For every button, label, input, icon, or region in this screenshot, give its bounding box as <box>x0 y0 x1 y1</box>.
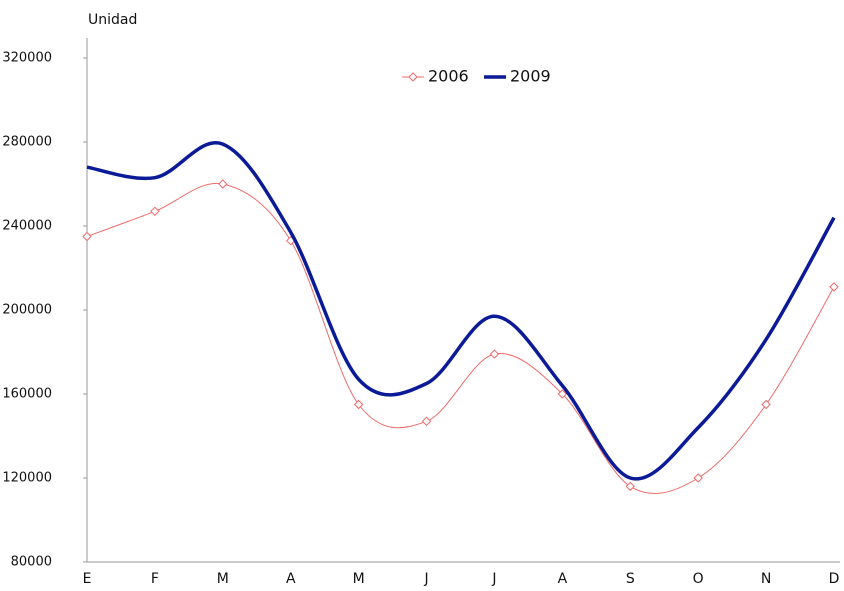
legend-label: 2009 <box>510 67 551 86</box>
legend-label: 2006 <box>428 67 469 86</box>
x-tick-label: D <box>829 571 840 587</box>
y-tick-label: 280000 <box>2 135 52 150</box>
point-marker <box>421 416 432 427</box>
point-marker <box>150 206 160 217</box>
point-marker <box>489 349 500 359</box>
x-tick-label: M <box>353 571 365 587</box>
x-tick-label: O <box>693 571 704 587</box>
point-marker <box>693 473 703 483</box>
y-tick-label: 160000 <box>2 387 52 402</box>
y-tick-label: 240000 <box>2 219 52 234</box>
point-marker <box>218 179 228 189</box>
x-tick-label: E <box>83 571 92 587</box>
y-tick-label: 200000 <box>2 303 52 318</box>
point-marker <box>82 231 92 242</box>
point-marker <box>625 481 635 492</box>
x-tick-label: J <box>423 571 428 587</box>
legend-marker <box>408 72 418 82</box>
series-line <box>86 140 836 481</box>
point-marker <box>557 389 568 399</box>
x-tick-label: N <box>761 571 771 587</box>
point-marker <box>353 399 364 410</box>
point-marker <box>829 282 839 292</box>
y-tick-label: 320000 <box>2 51 52 66</box>
x-tick-label: M <box>217 571 229 587</box>
y-axis-label: Unidad <box>88 12 137 28</box>
x-tick-label: A <box>286 571 296 587</box>
point-marker <box>761 399 771 410</box>
series-line <box>86 182 835 494</box>
x-tick-label: J <box>491 571 496 587</box>
x-tick-label: A <box>558 571 568 587</box>
x-tick-label: F <box>151 571 159 587</box>
y-tick-label: 120000 <box>2 471 52 486</box>
x-tick-label: S <box>626 571 635 587</box>
y-tick-label: 80000 <box>11 555 52 570</box>
